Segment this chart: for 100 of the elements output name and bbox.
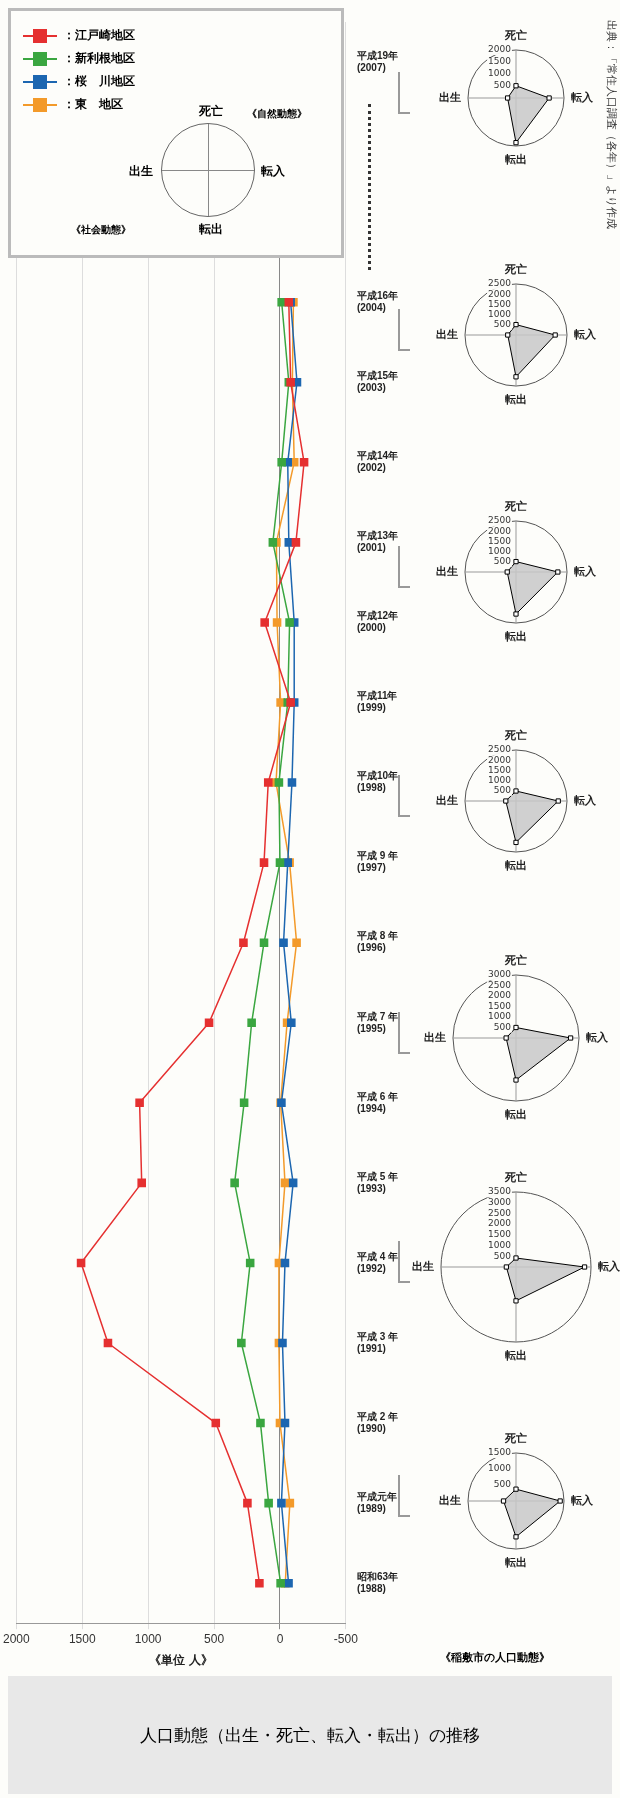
spoke-label: 出生 [435,327,458,340]
x-tick-label: 0 [276,1631,284,1646]
spoke-label: 出生 [439,91,461,104]
y-tick-label: 500 [493,1021,511,1032]
spoke-label: 転出 [503,1107,527,1120]
category-label: 出生 [129,164,153,178]
y-tick-label: 2000 [488,1218,512,1229]
x-tick-label: 1500 [68,1631,96,1646]
y-tick-label: 2500 [487,979,511,990]
y-tick-label: 1500 [487,1000,511,1011]
spoke-label: 転入 [584,1030,609,1044]
y-tick-label: 平成12年 (2000) [355,610,398,634]
spoke-label: 出生 [412,1260,434,1273]
x-axis-title: 《単位 人》 [149,1653,213,1668]
y-tick-label: 平成19年 (2007) [355,49,398,73]
y-tick-label: 昭和63年 (1988) [356,1570,398,1594]
spoke-label: 転出 [504,152,527,165]
y-tick-label: 1500 [487,298,511,309]
y-tick-label: 平成 9 年 (1997) [355,850,398,874]
y-tick-label: 平成15年 (2003) [355,370,398,394]
spoke-label: 転入 [570,91,594,105]
category-label: 転出 [199,222,223,236]
legend-label: ：東 地区 [63,96,123,113]
spoke-label: 死亡 [503,728,527,741]
y-tick-label: 500 [493,1250,512,1261]
y-tick-label: 平成 2 年 (1990) [355,1410,398,1434]
y-tick-label: 2000 [487,989,511,1000]
spoke-label: 出生 [435,564,458,577]
spoke-label: 転入 [597,1260,620,1274]
y-tick-label: 平成 4 年 (1992) [355,1250,398,1274]
legend-label: ：新利根地区 [63,50,135,67]
y-tick-label: 平成13年 (2001) [355,530,398,554]
y-tick-label: 2500 [487,277,511,288]
legend-label: ：桜 川地区 [63,73,135,90]
annotation: 《自然動態》 [247,107,307,121]
spoke-label: 死亡 [503,953,527,966]
y-tick-label: 3000 [487,968,511,979]
y-tick-label: 500 [493,80,512,91]
y-tick-label: 平成10年 (1998) [355,770,398,794]
category-label: 死亡 [199,104,223,118]
text: 《稲敷市の人口動態》 [440,1650,550,1665]
spoke-label: 死亡 [504,29,527,42]
annotation: 《社会動態》 [71,223,131,237]
y-tick-label: 平成14年 (2002) [355,450,398,474]
category-label: 転入 [261,164,285,178]
spoke-label: 転出 [503,629,527,642]
y-tick-label: 3000 [488,1197,512,1208]
y-tick-label: 平成11年 (1999) [355,690,398,714]
y-tick-label: 500 [493,318,511,329]
y-tick-label: 平成元年 (1989) [355,1490,397,1514]
y-tick-label: 500 [493,555,511,566]
y-tick-label: 平成 5 年 (1993) [355,1170,398,1194]
spoke-label: 転出 [503,392,527,405]
spoke-label: 死亡 [503,499,527,512]
x-tick-label: 2000 [3,1631,31,1646]
y-tick-label: 1500 [488,1229,512,1240]
y-tick-label: 2000 [488,44,512,55]
y-tick-label: 2000 [487,525,511,536]
x-tick-label: -500 [333,1631,359,1646]
y-tick-label: 平成16年 (2004) [355,289,398,313]
source-note: 出典：「常住人口調査（各年）」より作成 [604,20,619,229]
y-tick-label: 2500 [488,1207,512,1218]
y-tick-label: 1000 [488,1463,512,1474]
spoke-label: 転入 [572,327,597,341]
y-tick-label: 2500 [487,743,511,754]
spoke-label: 転入 [572,793,597,807]
y-tick-label: 2000 [487,754,511,765]
spoke-label: 転出 [503,858,527,871]
y-tick-label: 3500 [488,1186,512,1197]
y-tick-label: 1000 [487,308,511,319]
y-tick-label: 平成 3 年 (1991) [355,1330,398,1354]
spoke-label: 転入 [570,1494,594,1508]
y-tick-label: 1000 [488,1239,512,1250]
spoke-label: 転入 [572,564,597,578]
y-tick-label: 1000 [487,774,511,785]
y-tick-label: 1500 [487,764,511,775]
spoke-label: 出生 [435,793,458,806]
y-tick-label: 平成 7 年 (1995) [355,1010,398,1034]
y-tick-label: 1000 [487,1010,511,1021]
y-tick-label: 1500 [488,1447,512,1458]
text: 人口動態（出生・死亡、転入・転出）の推移 [8,1676,612,1794]
y-tick-label: 1500 [487,535,511,546]
spoke-label: 転出 [504,1555,527,1568]
y-tick-label: 平成 6 年 (1994) [355,1090,398,1114]
y-tick-label: 500 [493,1479,512,1490]
spoke-label: 出生 [423,1030,446,1043]
spoke-label: 転出 [504,1348,527,1361]
y-tick-label: 2500 [487,514,511,525]
x-tick-label: 1000 [134,1631,162,1646]
spoke-label: 死亡 [504,1171,527,1184]
spoke-label: 出生 [439,1494,461,1507]
y-tick-label: 2000 [487,288,511,299]
y-tick-label: 1000 [488,68,512,79]
y-tick-label: 1000 [487,545,511,556]
spoke-label: 死亡 [504,1432,527,1445]
y-tick-label: 平成 8 年 (1996) [355,930,398,954]
y-tick-label: 1500 [488,56,512,67]
y-tick-label: 500 [493,784,511,795]
legend-label: ：江戸崎地区 [63,27,135,44]
spoke-label: 死亡 [503,262,527,275]
